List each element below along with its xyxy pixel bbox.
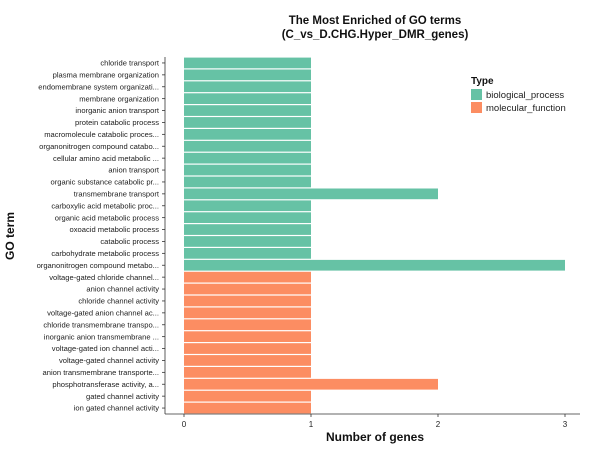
y-tick-label: anion transport (108, 166, 160, 175)
bar (184, 248, 311, 259)
y-tick-label: transmembrane transport (74, 189, 160, 198)
y-tick-label: voltage-gated chloride channel... (49, 273, 159, 282)
y-tick-label: endomembrane system organizati... (38, 82, 159, 91)
legend-label: biological_process (486, 90, 564, 101)
y-tick-label: chloride transport (100, 59, 160, 68)
bar (184, 212, 311, 224)
bar (184, 93, 311, 105)
legend-swatch (471, 89, 482, 100)
bar (184, 355, 311, 366)
bar (184, 224, 311, 235)
y-tick-label: catabolic process (100, 237, 159, 246)
bar (184, 164, 311, 176)
bar (184, 117, 311, 128)
x-axis: 0 1 2 3 (165, 413, 580, 429)
y-tick-label: organonitrogen compound catabo... (39, 142, 159, 151)
y-tick-label: anion channel activity (86, 285, 159, 294)
bar (184, 319, 311, 331)
bar (184, 307, 311, 319)
y-tick-label: inorganic anion transport (75, 106, 159, 115)
legend-swatch (471, 102, 482, 113)
y-tick-label: anion transmembrane transporte... (43, 368, 160, 377)
y-tick-label: organonitrogen compound metabo... (37, 261, 159, 270)
bar (184, 271, 311, 283)
x-axis-label: Number of genes (326, 430, 424, 444)
y-tick-label: protein catabolic process (75, 118, 159, 127)
bar (184, 129, 311, 140)
x-tick-label: 0 (182, 420, 187, 429)
y-tick-label: organic acid metabolic process (55, 213, 159, 222)
y-tick-label: oxoacid metabolic process (70, 225, 160, 234)
y-tick-label: membrane organization (79, 94, 159, 103)
y-tick-label: ion gated channel activity (74, 404, 159, 413)
bar (184, 283, 311, 295)
x-tick-label: 1 (309, 420, 314, 429)
y-tick-label: chloride channel activity (78, 297, 159, 306)
y-tick-labels: chloride transport plasma membrane organi… (37, 59, 160, 413)
y-tick-label: carbohydrate metabolic process (51, 249, 159, 258)
bar (184, 200, 311, 212)
legend-label: molecular_function (486, 103, 566, 114)
bar (184, 57, 311, 69)
y-tick-label: carboxylic acid metabolic proc... (51, 201, 159, 210)
legend-entries: biological_process molecular_function (471, 89, 566, 114)
bar (184, 105, 311, 116)
y-tick-label: cellular amino acid metabolic ... (53, 154, 159, 163)
x-tick-label: 3 (563, 420, 568, 429)
bar (184, 331, 311, 343)
y-axis-label: GO term (3, 212, 17, 260)
bar (184, 81, 311, 93)
y-tick-label: plasma membrane organization (53, 70, 159, 79)
bar (184, 390, 311, 402)
y-tick-label: organic substance catabolic pr... (51, 178, 160, 187)
bar (184, 378, 438, 390)
bar (184, 295, 311, 307)
bar (184, 236, 311, 247)
y-tick-label: macromolecule catabolic proces... (44, 130, 159, 139)
bar (184, 343, 311, 354)
y-tick-label: gated channel activity (86, 392, 159, 401)
legend-title: Type (471, 76, 494, 87)
bars-group (184, 57, 565, 414)
y-tick-label: inorganic anion transmembrane ... (44, 332, 159, 341)
bar (184, 188, 438, 200)
bar (184, 152, 311, 164)
bar (184, 402, 311, 414)
bar (184, 176, 311, 188)
bar (184, 69, 311, 81)
x-tick-label: 2 (436, 420, 441, 429)
y-tick-label: chloride transmembrane transpo... (43, 320, 159, 329)
bar (184, 367, 311, 378)
y-tick-label: voltage-gated ion channel acti... (52, 344, 159, 353)
y-tick-label: voltage-gated anion channel ac... (47, 308, 159, 317)
bar (184, 259, 565, 271)
y-tick-label: voltage-gated channel activity (59, 356, 159, 365)
y-axis (162, 57, 166, 414)
chart-title: The Most Enriched of GO terms (289, 15, 462, 27)
bar (184, 140, 311, 152)
y-tick-label: phosphotransferase activity, a... (52, 380, 159, 389)
chart-subtitle: (C_vs_D.CHG.Hyper_DMR_genes) (282, 29, 469, 41)
legend: Type biological_process molecular_functio… (471, 76, 566, 114)
